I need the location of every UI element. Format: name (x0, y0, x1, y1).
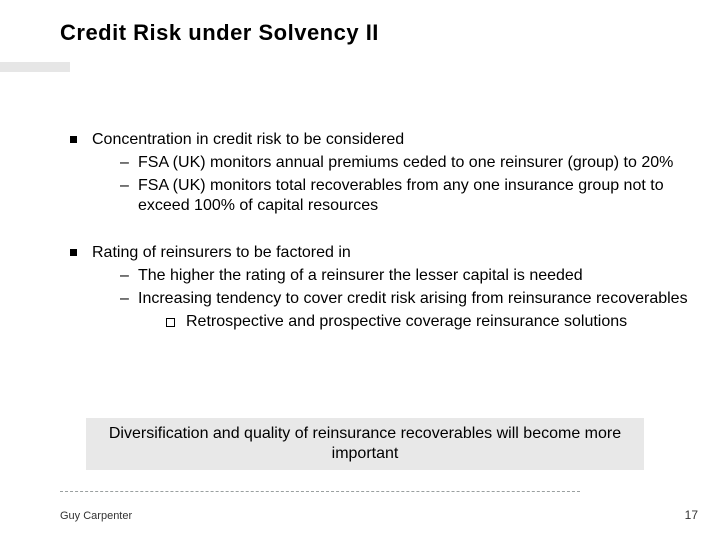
bullet-list: Concentration in credit risk to be consi… (70, 130, 700, 332)
subsub-text: Retrospective and prospective coverage r… (186, 313, 627, 330)
list-item: FSA (UK) monitors total recoverables fro… (120, 176, 700, 218)
list-item: FSA (UK) monitors annual premiums ceded … (120, 153, 700, 174)
sub-list: FSA (UK) monitors annual premiums ceded … (92, 153, 700, 217)
slide: Credit Risk under Solvency II Concentrat… (0, 0, 720, 540)
page-number: 17 (685, 508, 698, 522)
list-item: Retrospective and prospective coverage r… (166, 312, 700, 333)
sub-text: FSA (UK) monitors total recoverables fro… (138, 177, 664, 215)
content-area: Concentration in credit risk to be consi… (70, 130, 700, 358)
list-item: Increasing tendency to cover credit risk… (120, 289, 700, 333)
list-item: The higher the rating of a reinsurer the… (120, 266, 700, 287)
footer-author: Guy Carpenter (60, 510, 132, 522)
divider (60, 491, 580, 492)
callout-box: Diversification and quality of reinsuran… (86, 418, 644, 470)
page-title: Credit Risk under Solvency II (60, 20, 379, 46)
sub-text: FSA (UK) monitors annual premiums ceded … (138, 154, 673, 171)
list-item: Concentration in credit risk to be consi… (70, 130, 700, 217)
sub-list: The higher the rating of a reinsurer the… (92, 266, 700, 332)
title-accent (0, 62, 70, 72)
subsub-list: Retrospective and prospective coverage r… (138, 312, 700, 333)
bullet-text: Concentration in credit risk to be consi… (92, 131, 404, 148)
list-item: Rating of reinsurers to be factored in T… (70, 243, 700, 332)
sub-text: The higher the rating of a reinsurer the… (138, 267, 583, 284)
bullet-text: Rating of reinsurers to be factored in (92, 244, 351, 261)
sub-text: Increasing tendency to cover credit risk… (138, 290, 688, 307)
